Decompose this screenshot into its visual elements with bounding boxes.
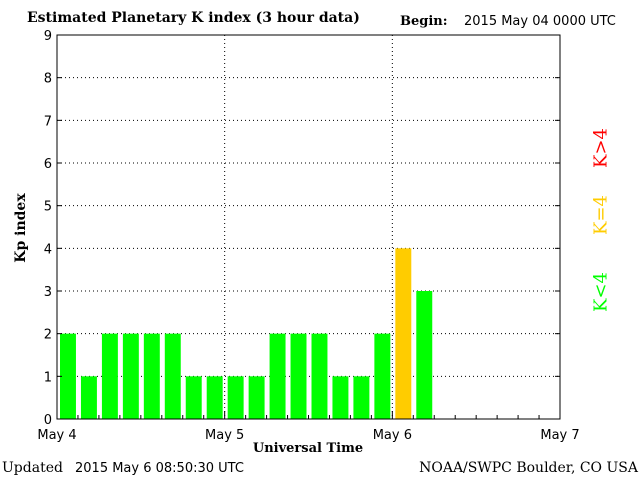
begin-label: Begin: <box>400 14 448 29</box>
kp-bar <box>122 333 139 419</box>
kp-bar <box>101 333 118 419</box>
legend-k-above: K>4 <box>590 128 612 168</box>
y-tick-label: 4 <box>44 242 52 257</box>
kp-bar <box>80 376 97 419</box>
y-tick-label: 2 <box>44 328 52 343</box>
kp-bar <box>395 248 412 419</box>
kp-bar <box>206 376 223 419</box>
plot-border <box>56 34 561 420</box>
x-tick-label: May 4 <box>37 428 76 443</box>
kp-bar <box>290 333 307 419</box>
begin-value: 2015 May 04 0000 UTC <box>464 14 616 29</box>
kp-bar <box>269 333 286 419</box>
legend-k-equal: K=4 <box>590 195 612 235</box>
y-tick-label: 7 <box>44 114 52 129</box>
kp-bar <box>248 376 265 419</box>
source-credit: NOAA/SWPC Boulder, CO USA <box>419 460 638 476</box>
y-tick-label: 0 <box>44 413 52 428</box>
kp-bar <box>185 376 202 419</box>
kp-bar <box>60 333 76 419</box>
x-ticks: May 4 May 5 May 6 May 7 <box>37 411 580 443</box>
kp-bar <box>374 333 391 419</box>
kp-bar <box>353 376 370 419</box>
kp-bar <box>416 291 433 419</box>
x-tick-label: May 6 <box>373 428 412 443</box>
chart-title: Estimated Planetary K index (3 hour data… <box>27 10 360 26</box>
kp-bar <box>332 376 349 419</box>
grid-lines <box>57 35 560 419</box>
legend-k-below: K<4 <box>590 272 612 312</box>
y-tick-label: 6 <box>44 157 52 172</box>
updated-label: Updated <box>2 460 63 476</box>
y-tick-label: 1 <box>44 370 52 385</box>
y-tick-label: 9 <box>44 29 52 44</box>
x-axis-label: Universal Time <box>252 441 364 456</box>
kp-bar <box>143 333 160 419</box>
y-tick-label: 8 <box>44 72 52 87</box>
x-tick-label: May 7 <box>540 428 579 443</box>
bars <box>60 248 433 419</box>
y-axis-label: Kp index <box>13 193 29 263</box>
x-tick-label: May 5 <box>205 428 244 443</box>
updated-value: 2015 May 6 08:50:30 UTC <box>75 461 244 476</box>
kp-bar <box>227 376 244 419</box>
kp-bar <box>311 333 328 419</box>
y-tick-label: 5 <box>44 200 52 215</box>
y-ticks: 0 1 2 3 4 5 6 7 8 9 <box>44 29 560 428</box>
kp-bar <box>164 333 181 419</box>
y-tick-label: 3 <box>44 285 52 300</box>
